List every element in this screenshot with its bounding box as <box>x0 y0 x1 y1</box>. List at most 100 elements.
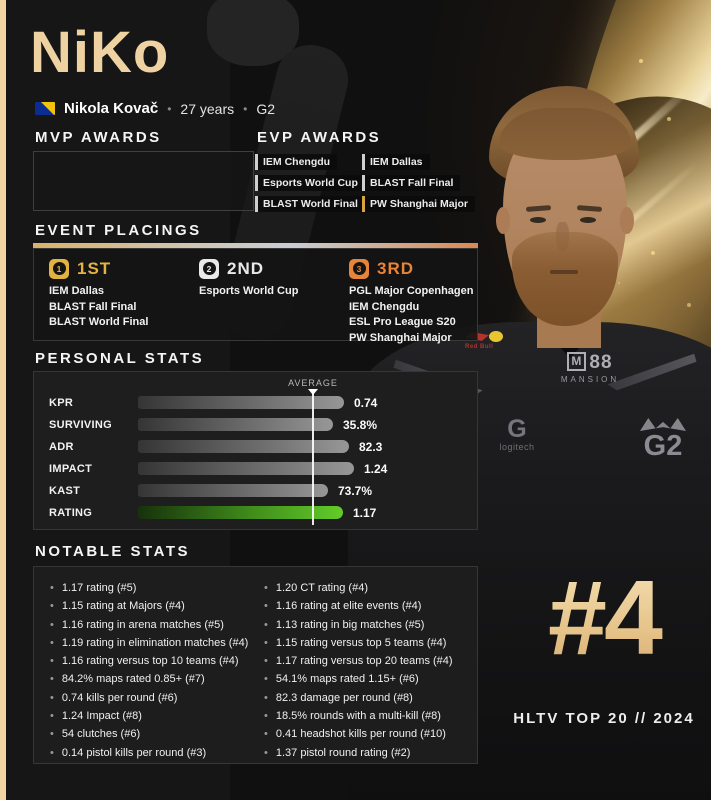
separator-dot: • <box>243 101 248 116</box>
evp-awards-column-1: IEM Chengdu Esports World Cup BLAST World … <box>255 154 365 212</box>
placing-event-list: IEM Dallas BLAST Fall Final BLAST World Fi… <box>49 284 148 331</box>
bullet-icon: • <box>264 746 268 759</box>
bullet-icon: • <box>50 582 54 594</box>
rank-number: #4 <box>498 560 710 677</box>
notable-stats-title: NOTABLE STATS <box>35 543 190 560</box>
notable-stat-text: 1.15 rating versus top 5 teams (#4) <box>275 636 447 649</box>
stat-bar <box>138 418 333 431</box>
stat-value: 0.74 <box>354 395 378 410</box>
bullet-icon: • <box>50 655 54 668</box>
notable-stat-item: • 82.3 damage per round (#8) <box>264 689 453 707</box>
placing-event: IEM Dallas <box>49 285 105 297</box>
notable-stat-text: 82.3 damage per round (#8) <box>275 691 413 704</box>
separator-dot: • <box>167 101 172 116</box>
stat-label: KAST <box>49 484 81 497</box>
notable-stat-item: • 1.16 rating versus top 10 teams (#4) <box>50 652 248 670</box>
bullet-icon: • <box>264 600 268 613</box>
notable-stat-text: 1.16 rating at elite events (#4) <box>275 600 422 613</box>
placing-event: Esports World Cup <box>199 285 299 297</box>
stat-label: RATING <box>49 506 93 519</box>
notable-stat-text: 1.16 rating in arena matches (#5) <box>61 618 224 631</box>
notable-stat-text: 1.17 rating (#5) <box>61 582 137 594</box>
notable-stat-text: 1.19 rating in elimination matches (#4) <box>61 636 249 649</box>
stat-bar <box>138 462 354 475</box>
evp-award-chip: IEM Chengdu <box>255 154 338 170</box>
notable-stats-column-1: • 1.17 rating (#5) • 1.15 rating at Majors … <box>50 579 248 762</box>
mansion88-logo-top: M 88 <box>540 352 640 374</box>
notable-stat-item: • 1.17 rating (#5) <box>50 579 248 597</box>
average-line <box>312 392 314 525</box>
redbull-logo-text: Red Bull <box>465 344 494 350</box>
player-eye-left <box>530 217 546 223</box>
notable-stat-item: • 1.15 rating at Majors (#4) <box>50 597 248 615</box>
stat-row: KAST 73.7% <box>34 483 477 498</box>
placing-event: ESL Pro League S20 <box>349 316 456 328</box>
redbull-sun-icon <box>489 331 503 342</box>
stat-value: 35.8% <box>343 417 378 432</box>
notable-stats-panel: • 1.17 rating (#5) • 1.15 rating at Majors … <box>33 566 478 764</box>
notable-stat-item: • 1.16 rating in arena matches (#5) <box>50 616 248 634</box>
notable-stat-text: 18.5% rounds with a multi-kill (#8) <box>275 710 441 723</box>
stat-label: KPR <box>49 396 74 409</box>
mansion88-m-icon: M <box>567 352 587 371</box>
placing-badge-icon: 3 <box>349 258 369 279</box>
bullet-icon: • <box>264 618 268 631</box>
player-ear-right <box>620 207 634 234</box>
player-mouth <box>550 270 578 274</box>
stat-bar <box>138 440 349 453</box>
placing-event: PW Shanghai Major <box>349 331 452 344</box>
bullet-icon: • <box>50 600 54 613</box>
placing-group-1st: 1 1ST IEM Dallas BLAST Fall Final BLAST Worl… <box>49 258 148 331</box>
stat-value: 1.17 <box>353 505 377 520</box>
notable-stat-item: • 0.41 headshot kills per round (#10) <box>264 725 453 743</box>
notable-stat-item: • 0.14 pistol kills per round (#3) <box>50 744 248 762</box>
notable-stat-text: 54.1% maps rated 1.15+ (#6) <box>275 673 419 686</box>
notable-stat-item: • 1.19 rating in elimination matches (#4) <box>50 634 248 652</box>
placing-group-2nd: 2 2ND Esports World Cup <box>199 258 298 300</box>
stat-value: 73.7% <box>338 483 373 498</box>
notable-stat-item: • 84.2% maps rated 0.85+ (#7) <box>50 670 248 688</box>
mvp-awards-title: MVP AWARDS <box>35 129 162 146</box>
mansion88-logo: M 88 MANSION <box>540 352 640 384</box>
placing-event-list: PGL Major Copenhagen IEM Chengdu ESL Pro L… <box>349 284 473 346</box>
bullet-icon: • <box>50 618 54 631</box>
placing-header: 3 3RD <box>349 258 473 279</box>
placing-badge-icon: 2 <box>199 258 219 279</box>
bosnia-flag-icon <box>35 102 55 115</box>
evp-award-chip: Esports World Cup <box>255 175 365 191</box>
placing-badge-icon: 1 <box>49 258 69 279</box>
stat-bar <box>138 506 343 519</box>
evp-award-chip: IEM Dallas <box>362 154 430 170</box>
bullet-icon: • <box>264 673 268 686</box>
placing-group-3rd: 3 3RD PGL Major Copenhagen IEM Chengdu ESL P… <box>349 258 473 346</box>
notable-stat-text: 1.20 CT rating (#4) <box>275 582 368 594</box>
placing-badge-number: 2 <box>202 262 216 275</box>
player-eye-right <box>580 217 596 223</box>
mvp-awards-box <box>33 151 254 211</box>
player-beard <box>512 232 618 326</box>
notable-stat-item: • 1.20 CT rating (#4) <box>264 579 453 597</box>
logitech-logo: G logitech <box>487 416 547 452</box>
stat-label: ADR <box>49 440 74 453</box>
notable-stat-item: • 18.5% rounds with a multi-kill (#8) <box>264 707 453 725</box>
stat-label: SURVIVING <box>49 418 113 431</box>
stat-value: 82.3 <box>359 439 383 454</box>
player-meta: Nikola Kovač • 27 years • G2 <box>35 100 275 117</box>
event-placings-panel: 1 1ST IEM Dallas BLAST Fall Final BLAST Worl… <box>33 248 478 344</box>
stat-value: 1.24 <box>364 461 388 476</box>
placing-header: 2 2ND <box>199 258 298 279</box>
rank-footer: HLTV TOP 20 // 2024 <box>513 710 695 727</box>
stat-bar <box>138 396 344 409</box>
player-nickname: NiKo <box>30 20 170 85</box>
evp-award-chip: BLAST World Final <box>255 196 365 212</box>
bullet-icon: • <box>50 728 54 741</box>
evp-awards-title: EVP AWARDS <box>257 129 382 146</box>
player-hairline <box>499 108 631 160</box>
evp-award-chip: PW Shanghai Major <box>362 196 476 212</box>
notable-stat-text: 1.16 rating versus top 10 teams (#4) <box>61 655 239 668</box>
bullet-icon: • <box>50 673 54 686</box>
notable-stat-item: • 1.17 rating versus top 20 teams (#4) <box>264 652 453 670</box>
evp-award-chip: BLAST Fall Final <box>362 175 461 191</box>
bullet-icon: • <box>264 710 268 723</box>
